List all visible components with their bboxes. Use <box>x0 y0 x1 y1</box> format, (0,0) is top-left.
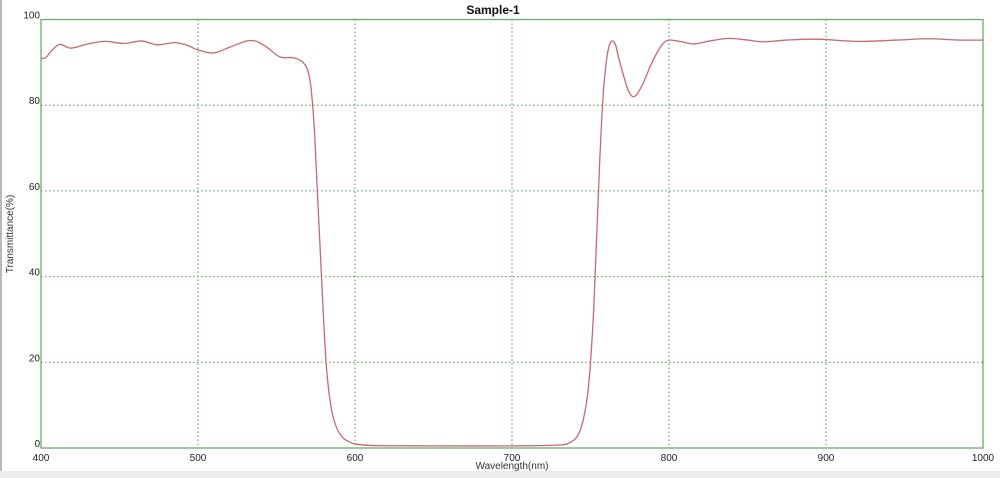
x-tick-label: 700 <box>504 453 521 464</box>
x-tick-label: 500 <box>190 453 207 464</box>
y-tick-label: 20 <box>29 353 41 364</box>
bottom-strip <box>0 471 1000 478</box>
series-line <box>40 37 984 447</box>
y-axis-label: Transmittance(%) <box>5 195 16 274</box>
y-tick-label: 100 <box>23 11 40 22</box>
x-tick-label: 900 <box>818 453 835 464</box>
y-tick-label: 80 <box>29 96 41 107</box>
x-tick-label: 600 <box>347 453 364 464</box>
x-axis-label: Wavelength(nm) <box>476 461 549 472</box>
y-tick-label: 60 <box>29 182 41 193</box>
grid <box>41 19 983 448</box>
x-tick-label: 800 <box>661 453 678 464</box>
y-tick-label: 0 <box>34 439 40 450</box>
chart-title: Sample-1 <box>466 3 520 17</box>
y-tick-label: 40 <box>29 268 41 279</box>
tick-labels: 400 500 600 700 800 900 1000 0 20 40 60 80 100 <box>23 11 994 465</box>
x-tick-label: 400 <box>33 453 50 464</box>
plot-area <box>40 18 984 449</box>
x-tick-label: 1000 <box>972 453 995 464</box>
